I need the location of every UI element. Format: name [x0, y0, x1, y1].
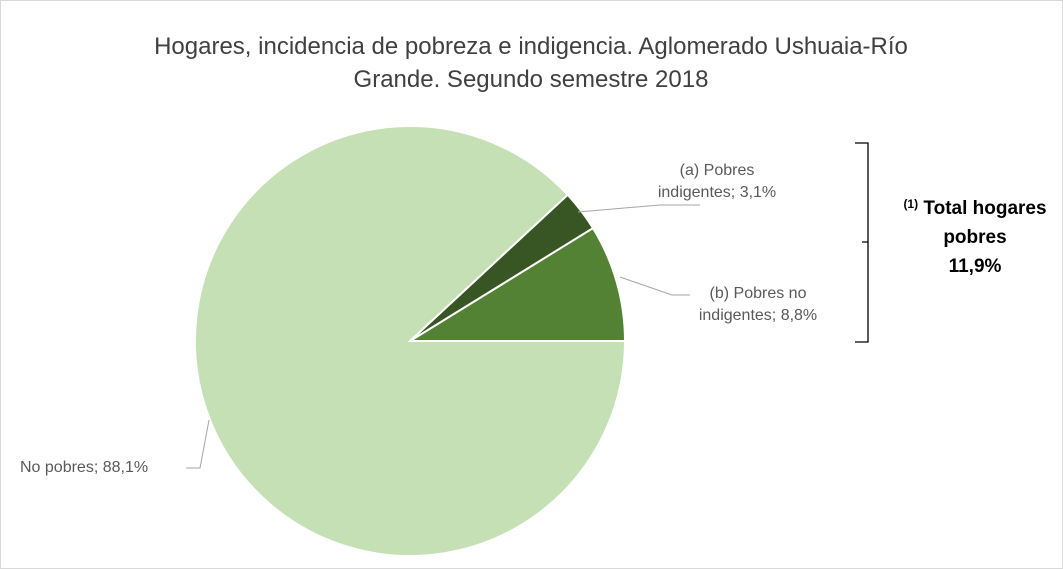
value-label: 88,1%: [102, 459, 149, 476]
category-label: No pobres: [20, 459, 94, 476]
pie-slice: [406, 226, 627, 342]
label-separator: ;: [771, 307, 781, 324]
bracket: [855, 142, 869, 343]
category-label: (a) Pobres indigentes: [657, 162, 755, 201]
chart-title: Hogares, incidencia de pobreza e indigen…: [154, 33, 908, 93]
value-label: 8,8%: [780, 307, 818, 324]
leader-line: [619, 276, 690, 296]
leader-line: [186, 419, 210, 469]
data-label: (b) Pobres no indigentes; 8,8%: [688, 283, 828, 327]
data-label: No pobres; 88,1%: [20, 457, 190, 479]
label-separator: ;: [93, 459, 103, 476]
pie: [194, 125, 627, 557]
annotation-superscript: (1): [903, 197, 919, 211]
value-label: 3,1%: [739, 184, 777, 201]
label-separator: ;: [730, 184, 740, 201]
annotation: (1) Total hogares pobres 11,9%: [880, 190, 1063, 281]
leader-line: [577, 204, 700, 213]
pie-slice: [194, 125, 627, 557]
data-label: (a) Pobres indigentes; 3,1%: [652, 160, 782, 204]
category-label: (b) Pobres no indigentes: [698, 285, 807, 324]
annotation-text: Total hogares pobres: [923, 198, 1047, 248]
annotation-value: 11,9%: [948, 256, 1002, 277]
